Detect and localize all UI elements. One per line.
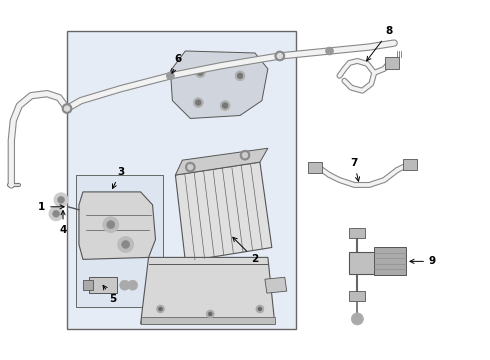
Bar [349,252,377,274]
Circle shape [325,47,334,55]
Bar [89,277,117,293]
Circle shape [118,237,134,252]
Circle shape [351,313,363,325]
Text: 9: 9 [410,256,436,266]
Circle shape [258,307,262,311]
Text: 8: 8 [367,26,393,61]
Circle shape [275,51,285,61]
Bar [403,159,417,170]
Circle shape [198,70,203,75]
Circle shape [193,98,203,108]
Circle shape [52,210,60,217]
Circle shape [122,240,130,248]
Bar [83,280,93,290]
Circle shape [57,196,65,203]
Polygon shape [171,51,268,118]
Circle shape [196,100,201,105]
Text: 7: 7 [351,158,360,181]
Polygon shape [175,162,272,261]
Polygon shape [141,317,275,324]
Text: 4: 4 [59,211,67,235]
Text: 1: 1 [38,202,64,212]
Text: 6: 6 [172,54,182,73]
Circle shape [185,162,196,172]
Circle shape [156,305,165,313]
Circle shape [65,106,70,111]
Bar [385,57,399,69]
Bar [374,247,406,275]
Bar [67,31,295,329]
Circle shape [208,312,212,316]
Circle shape [206,310,214,318]
Circle shape [62,104,72,113]
Bar [349,291,366,301]
Circle shape [120,280,130,290]
Text: 5: 5 [103,285,117,304]
Circle shape [54,193,68,207]
Polygon shape [175,148,268,175]
Polygon shape [141,257,275,324]
Circle shape [277,54,282,58]
Circle shape [167,72,174,80]
Circle shape [240,150,250,160]
Circle shape [196,68,205,78]
Bar [76,175,164,307]
Text: 3: 3 [113,167,124,188]
Circle shape [238,73,243,78]
Circle shape [235,71,245,81]
Circle shape [107,221,115,229]
Text: 2: 2 [233,237,259,264]
Polygon shape [265,277,287,293]
Circle shape [220,100,230,111]
Bar [349,228,366,238]
Circle shape [256,305,264,313]
Circle shape [242,152,248,158]
Bar [308,162,321,173]
Circle shape [222,103,227,108]
Circle shape [103,217,119,233]
Circle shape [158,307,163,311]
Circle shape [49,207,63,221]
Circle shape [128,280,138,290]
Circle shape [187,164,193,170]
Polygon shape [79,192,155,260]
